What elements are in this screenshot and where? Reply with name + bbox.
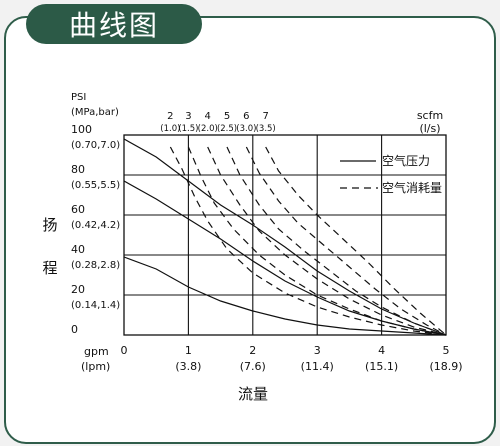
y-unit-sublabel: (MPa,bar) [71, 107, 119, 118]
air-consumption-curve [207, 146, 447, 336]
x-tick-sublabel: (11.4) [301, 360, 334, 373]
y-tick-sublabel: (0.28,2.8) [71, 260, 120, 271]
x-tick-label: 3 [314, 344, 321, 357]
x-tick-sublabel: (15.1) [365, 360, 398, 373]
air-flow-tick-sublabel: (2.0) [198, 124, 218, 134]
air-consumption-curve [169, 146, 447, 336]
y-unit-label: PSI [71, 92, 86, 103]
y-tick-label: 80 [71, 163, 85, 176]
air-flow-tick-sublabel: (2.5) [217, 124, 237, 134]
y-tick-sublabel: (0.42,4.2) [71, 220, 120, 231]
air-consumption-curve [226, 146, 447, 336]
grid [123, 134, 447, 336]
chart-card [4, 16, 496, 444]
air-pressure-curve [123, 180, 447, 336]
x-tick-sublabel: (3.8) [175, 360, 201, 373]
air-pressure-curve [123, 256, 447, 336]
y-tick-sublabel: (0.14,1.4) [71, 300, 120, 311]
scfm-unit-label: scfm [417, 109, 443, 122]
title-badge: 曲线图 [26, 4, 202, 44]
air-flow-tick-label: 5 [224, 111, 230, 122]
x-tick-label: 1 [185, 344, 192, 357]
air-consumption-curve [265, 146, 447, 336]
air-consumption-curve [187, 146, 447, 336]
x-axis-label: 流量 [238, 385, 268, 403]
y-tick-label: 60 [71, 203, 85, 216]
labels: 100(0.70,7.0)80(0.55,5.5)60(0.42,4.2)40(… [42, 92, 462, 403]
air-flow-tick-label: 3 [185, 111, 191, 122]
x-tick-sublabel: (18.9) [429, 360, 462, 373]
y-axis-label-char: 程 [42, 259, 57, 277]
air-flow-tick-sublabel: (3.0) [236, 124, 256, 134]
air-flow-tick-label: 4 [205, 111, 211, 122]
plot-frame [123, 134, 447, 336]
y-tick-sublabel: (0.55,5.5) [71, 180, 120, 191]
y-tick-label: 100 [71, 123, 92, 136]
x-unit-sublabel: (lpm) [81, 360, 110, 373]
y-tick-label: 20 [71, 283, 85, 296]
x-tick-label: 5 [443, 344, 450, 357]
air-consumption-curve [245, 146, 447, 336]
air-flow-tick-label: 7 [262, 111, 268, 122]
x-unit-label: gpm [84, 345, 109, 358]
legend-dashed-label: 空气消耗量 [382, 180, 442, 195]
y-tick-sublabel: (0.70,7.0) [71, 140, 120, 151]
air-flow-tick-sublabel: (1.0) [160, 124, 180, 134]
air-flow-tick-sublabel: (3.5) [256, 124, 276, 134]
x-tick-label: 2 [249, 344, 256, 357]
y-tick-label: 40 [71, 243, 85, 256]
scfm-unit-sublabel: (l/s) [419, 122, 440, 135]
y-tick-label: 0 [71, 323, 78, 336]
y-axis-label-char: 扬 [42, 216, 57, 234]
x-tick-label: 4 [378, 344, 385, 357]
curves [123, 138, 447, 336]
legend-solid-label: 空气压力 [382, 153, 430, 168]
air-pressure-curve [123, 138, 447, 336]
x-tick-label: 0 [121, 344, 128, 357]
chart-title: 曲线图 [68, 9, 159, 42]
air-flow-tick-label: 2 [167, 111, 173, 122]
air-flow-tick-sublabel: (1.5) [178, 124, 198, 134]
x-tick-sublabel: (7.6) [240, 360, 266, 373]
air-flow-tick-label: 6 [243, 111, 249, 122]
